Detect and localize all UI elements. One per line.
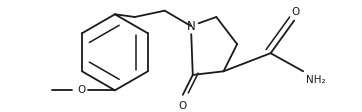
Text: O: O (78, 85, 86, 95)
Text: N: N (186, 19, 195, 33)
Text: NH₂: NH₂ (306, 75, 325, 85)
Text: O: O (292, 7, 300, 17)
Text: O: O (179, 101, 187, 111)
